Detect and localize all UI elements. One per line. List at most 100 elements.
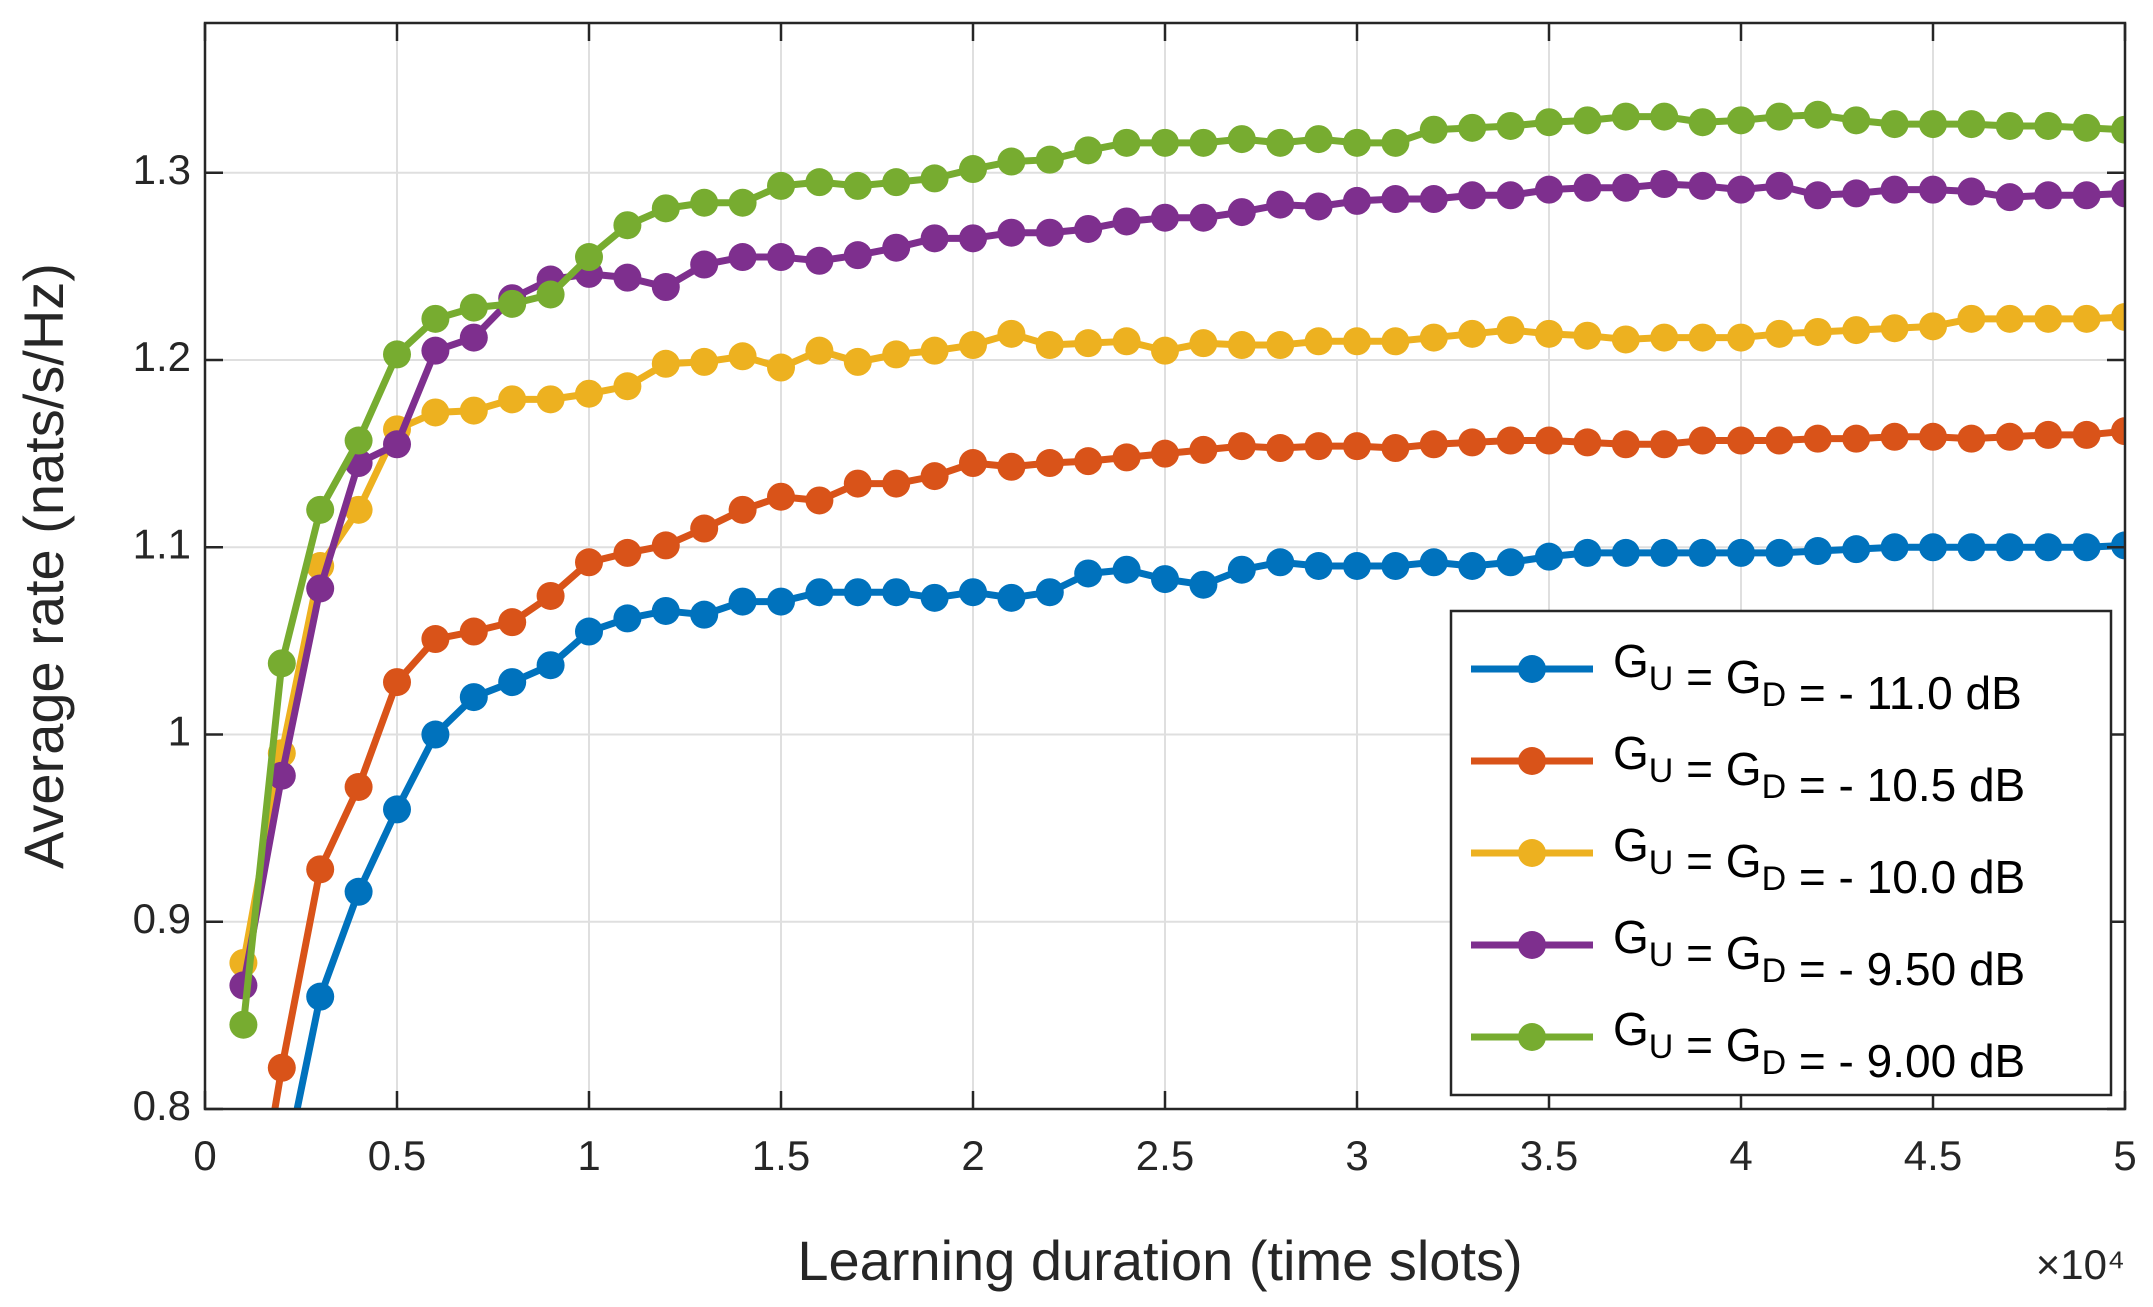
data-point bbox=[843, 578, 872, 607]
x-tick-label: 1 bbox=[577, 1132, 600, 1179]
data-point bbox=[267, 1053, 296, 1082]
data-point bbox=[1151, 439, 1179, 468]
data-point bbox=[1343, 327, 1371, 356]
data-point bbox=[1765, 102, 1794, 131]
data-point bbox=[882, 340, 911, 369]
data-point bbox=[306, 982, 335, 1011]
data-point bbox=[997, 147, 1026, 176]
data-point bbox=[229, 1282, 257, 1307]
data-point bbox=[2072, 113, 2101, 142]
data-point bbox=[2034, 111, 2063, 140]
data-point bbox=[1458, 319, 1487, 348]
data-point bbox=[1727, 426, 1755, 455]
data-point bbox=[1227, 432, 1256, 461]
x-tick-label: 2.5 bbox=[1136, 1132, 1194, 1179]
data-point bbox=[1189, 570, 1218, 599]
data-point bbox=[805, 246, 834, 275]
data-point bbox=[1995, 183, 2024, 212]
data-point bbox=[1074, 559, 1103, 588]
data-point bbox=[728, 587, 757, 616]
data-point bbox=[1419, 430, 1448, 459]
legend-label: GU = GD = - 11.0 dB bbox=[1613, 635, 2022, 719]
data-point bbox=[882, 168, 911, 197]
data-point bbox=[1035, 145, 1064, 174]
data-point bbox=[805, 336, 834, 365]
data-point bbox=[997, 583, 1026, 612]
data-point bbox=[1650, 430, 1679, 459]
data-point bbox=[1074, 329, 1103, 358]
data-point bbox=[1573, 321, 1602, 350]
data-point bbox=[613, 263, 642, 292]
data-point bbox=[1727, 106, 1755, 135]
data-point bbox=[1688, 426, 1717, 455]
data-point bbox=[1573, 173, 1602, 202]
data-point bbox=[536, 651, 565, 680]
data-point bbox=[498, 608, 527, 637]
data-point bbox=[728, 495, 757, 524]
data-point bbox=[1842, 535, 1871, 564]
data-point bbox=[1535, 175, 1563, 204]
x-tick-label: 0 bbox=[193, 1132, 216, 1179]
data-point bbox=[2072, 304, 2101, 333]
data-point bbox=[459, 683, 488, 712]
data-point bbox=[920, 336, 949, 365]
data-point bbox=[690, 347, 719, 376]
data-point bbox=[1419, 323, 1448, 352]
x-tick-label: 3.5 bbox=[1520, 1132, 1578, 1179]
legend-label: GU = GD = - 9.00 dB bbox=[1613, 1003, 2025, 1087]
data-point bbox=[2111, 417, 2125, 446]
data-point bbox=[1957, 533, 1986, 562]
data-point bbox=[1419, 548, 1448, 577]
data-point bbox=[498, 668, 527, 697]
data-point bbox=[498, 385, 527, 414]
legend-swatch-marker bbox=[1518, 931, 1546, 959]
data-point bbox=[1919, 110, 1947, 139]
data-point bbox=[1266, 331, 1295, 360]
data-point bbox=[1151, 336, 1179, 365]
data-point bbox=[2034, 420, 2063, 449]
data-point bbox=[344, 426, 373, 455]
data-point bbox=[306, 495, 335, 524]
x-tick-label: 3 bbox=[1345, 1132, 1368, 1179]
data-point bbox=[1880, 314, 1909, 343]
data-point bbox=[1611, 173, 1640, 202]
data-point bbox=[843, 171, 872, 200]
data-point bbox=[690, 188, 719, 217]
data-point bbox=[1189, 329, 1218, 358]
data-point bbox=[959, 578, 987, 607]
data-point bbox=[1343, 552, 1371, 580]
data-point bbox=[1842, 106, 1871, 135]
data-point bbox=[575, 548, 603, 577]
data-point bbox=[1381, 327, 1410, 356]
data-point bbox=[459, 396, 488, 425]
data-point bbox=[1727, 175, 1755, 204]
data-point bbox=[1919, 422, 1947, 451]
data-point bbox=[2034, 181, 2063, 210]
data-point bbox=[344, 877, 373, 906]
data-point bbox=[1995, 111, 2024, 140]
data-point bbox=[920, 462, 949, 491]
data-point bbox=[843, 469, 872, 498]
data-point bbox=[1343, 432, 1371, 461]
data-point bbox=[1189, 128, 1218, 157]
data-point bbox=[1573, 538, 1602, 567]
data-point bbox=[1765, 538, 1794, 567]
data-point bbox=[1919, 312, 1947, 341]
data-point bbox=[1266, 190, 1295, 219]
data-point bbox=[306, 855, 335, 884]
y-tick-label: 1.3 bbox=[133, 146, 191, 193]
data-point bbox=[536, 581, 565, 610]
data-point bbox=[805, 168, 834, 197]
data-point bbox=[1266, 434, 1295, 463]
data-point bbox=[1458, 113, 1487, 142]
legend-swatch-marker bbox=[1518, 655, 1546, 683]
data-point bbox=[1112, 555, 1141, 584]
data-point bbox=[1727, 538, 1755, 567]
data-point bbox=[383, 430, 411, 459]
data-point bbox=[1035, 449, 1064, 478]
data-point bbox=[2034, 304, 2063, 333]
data-point bbox=[959, 155, 987, 184]
data-point bbox=[767, 353, 795, 382]
